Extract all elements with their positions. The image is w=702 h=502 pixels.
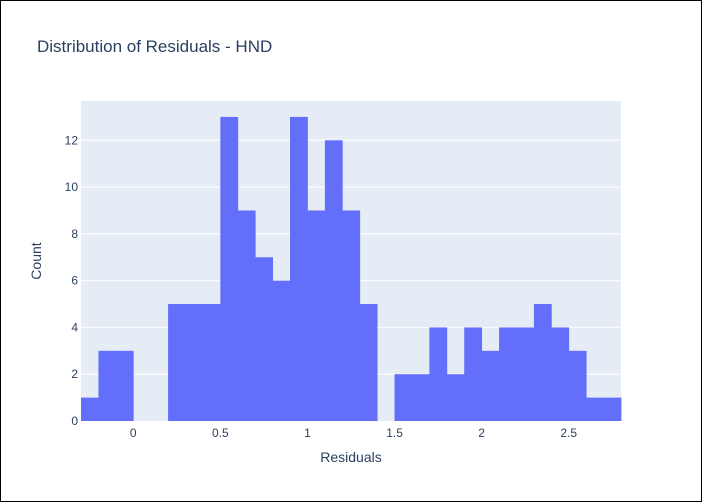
- bars-group: [81, 116, 622, 421]
- y-tick-label: 0: [71, 414, 78, 428]
- histogram-bar[interactable]: [411, 374, 430, 421]
- x-tick-label: 0: [130, 426, 137, 440]
- histogram-bar[interactable]: [568, 350, 587, 421]
- y-axis-ticks: 0 2 4 6 8 10 12: [65, 133, 79, 428]
- y-tick-label: 10: [65, 180, 79, 194]
- y-tick-label: 8: [71, 227, 78, 241]
- histogram-bar[interactable]: [446, 374, 465, 421]
- x-tick-label: 0.5: [212, 426, 229, 440]
- histogram-bar[interactable]: [394, 374, 413, 421]
- histogram-bar[interactable]: [220, 116, 239, 421]
- histogram-bar[interactable]: [359, 304, 378, 421]
- histogram-bar[interactable]: [290, 116, 308, 421]
- histogram-bar[interactable]: [168, 304, 186, 421]
- histogram-bar[interactable]: [429, 327, 448, 421]
- x-tick-label: 1.5: [386, 426, 403, 440]
- y-tick-label: 6: [71, 274, 78, 288]
- x-tick-label: 2.5: [560, 426, 577, 440]
- histogram-bar[interactable]: [324, 140, 343, 421]
- y-axis-label: Count: [28, 242, 44, 279]
- histogram-bar[interactable]: [272, 280, 291, 421]
- histogram-bar[interactable]: [342, 210, 361, 421]
- x-tick-label: 2: [478, 426, 485, 440]
- chart-title: Distribution of Residuals - HND: [37, 37, 272, 56]
- histogram-bar[interactable]: [533, 304, 552, 421]
- histogram-bar[interactable]: [464, 327, 483, 421]
- histogram-bar[interactable]: [98, 350, 117, 421]
- x-axis-label: Residuals: [320, 449, 381, 465]
- histogram-bar[interactable]: [81, 397, 99, 421]
- histogram-bar[interactable]: [237, 210, 256, 421]
- histogram-bar[interactable]: [586, 397, 604, 421]
- histogram-bar[interactable]: [202, 304, 221, 421]
- histogram-bar[interactable]: [603, 397, 622, 421]
- histogram-bar[interactable]: [255, 257, 274, 421]
- histogram-bar[interactable]: [516, 327, 535, 421]
- y-tick-label: 12: [65, 133, 79, 147]
- histogram-bar[interactable]: [551, 327, 570, 421]
- histogram-bar[interactable]: [307, 210, 326, 421]
- y-tick-label: 4: [71, 320, 78, 334]
- histogram-bar[interactable]: [185, 304, 204, 421]
- histogram-bar[interactable]: [115, 350, 134, 421]
- histogram-bar[interactable]: [499, 327, 517, 421]
- y-tick-label: 2: [71, 367, 78, 381]
- histogram-bar[interactable]: [481, 350, 500, 421]
- x-axis-ticks: 0 0.5 1 1.5 2 2.5: [130, 426, 577, 440]
- x-tick-label: 1: [304, 426, 311, 440]
